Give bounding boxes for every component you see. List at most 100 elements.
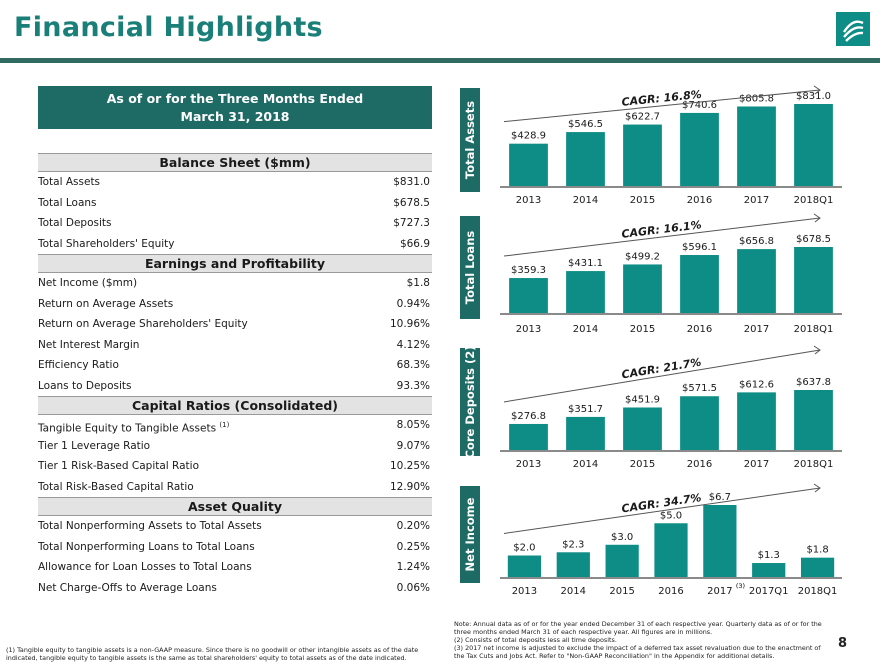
table-row: Return on Average Shareholders' Equity 10… [38,314,432,335]
row-value: $66.9 [399,237,430,250]
tick-label: 2016 [687,324,712,335]
table-header: As of or for the Three Months Ended Marc… [38,86,432,129]
row-label-text: Total Nonperforming Assets to Total Asse… [38,520,262,532]
data-label: $359.3 [511,265,546,276]
row-value: 0.20% [396,520,430,532]
data-label: $1.8 [806,545,828,556]
table-row: Net Interest Margin 4.12% [38,335,432,356]
table-header-line2: March 31, 2018 [180,109,290,124]
row-label: Total Risk-Based Capital Ratio [38,477,194,498]
tick-footnote-marker: (3) [736,582,745,590]
tick-label: 2016 [658,586,683,597]
tick-label: 2018Q1 [794,324,834,335]
row-value: $831.0 [393,176,430,188]
table-header-line1: As of or for the Three Months Ended [106,91,364,106]
data-label: $3.0 [611,532,633,543]
tick-label: 2013 [516,195,541,206]
footnote-3: (3) 2017 net income is adjusted to exclu… [454,644,821,660]
data-label: $428.9 [511,131,546,142]
row-label-text: Total Shareholders' Equity [38,237,175,250]
table-row: Net Income ($mm) $1.8 [38,273,432,294]
table-row: Tier 1 Leverage Ratio 9.07% [38,436,432,457]
cagr-arrowhead [813,213,821,223]
table-row: Allowance for Loan Losses to Total Loans… [38,557,432,578]
cagr-arrow [503,217,821,257]
panel-label-bar [460,216,480,319]
tick-label: 2014 [573,324,598,335]
tick-label: 2018Q1 [794,195,834,206]
bar [703,505,737,577]
row-value: 12.90% [389,480,430,493]
highlights-table: As of or for the Three Months Ended Marc… [38,86,432,598]
bar [507,555,542,577]
footnote-block-right: Note: Annual data as of or for the year … [454,620,829,660]
row-label-text: Tangible Equity to Tangible Assets [38,422,217,435]
tick-label: 2013 [516,459,541,470]
section-title: Capital Ratios (Consolidated) [38,396,432,415]
tick-label: 2015 [630,195,655,206]
table-row: Tangible Equity to Tangible Assets (1) 8.… [38,415,432,436]
tick-label: 2015 [630,324,655,335]
bar [623,264,662,313]
section-title: Asset Quality [38,497,432,516]
tick-label: 2015 [630,459,655,470]
bar [680,396,719,450]
tick-label: 2013 [512,586,537,597]
page-number: 8 [838,636,848,651]
row-label-text: Total Deposits [38,217,112,229]
tick-label: 2017 [707,586,732,597]
bar [752,563,786,577]
row-label-text: Net Income ($mm) [38,277,138,289]
bar [556,552,590,577]
bar [623,124,662,186]
section-title: Balance Sheet ($mm) [38,153,432,172]
bar [794,390,833,450]
row-label-text: Allowance for Loan Losses to Total Loans [38,561,252,573]
row-value: $1.8 [406,277,430,289]
table-row: Loans to Deposits 93.3% [38,376,432,397]
row-value: $727.3 [393,217,430,229]
data-label: $2.3 [562,539,584,550]
y-axis-label: Core Deposits (2) [463,346,477,459]
tick-label: 2014 [561,586,586,597]
row-label: Loans to Deposits [38,376,131,397]
data-label: $656.8 [739,236,774,247]
data-label: $351.7 [568,404,603,415]
table-row: Net Charge-Offs to Average Loans 0.06% [38,578,432,599]
bar [800,557,835,577]
table-row: Tier 1 Risk-Based Capital Ratio 10.25% [38,456,432,477]
tick-label: 2017 [744,324,769,335]
tick-label: 2018Q1 [798,586,838,597]
table-row: Return on Average Assets 0.94% [38,294,432,315]
y-axis-label: Total Assets [463,101,477,179]
y-axis-label: Net Income [463,497,477,571]
table-row: Total Deposits $727.3 [38,213,432,234]
data-label: $276.8 [511,411,546,422]
row-label: Net Charge-Offs to Average Loans [38,578,217,599]
row-label: Total Nonperforming Assets to Total Asse… [38,516,262,537]
data-label: $831.0 [796,91,831,102]
bar [509,423,548,450]
data-label: $1.3 [758,550,780,561]
data-label: $805.8 [739,93,774,104]
row-label: Tier 1 Leverage Ratio [38,436,150,457]
row-label: Tangible Equity to Tangible Assets (1) [38,415,229,436]
row-label-text: Net Interest Margin [38,338,140,351]
row-label-text: Total Risk-Based Capital Ratio [38,480,194,493]
row-label: Net Interest Margin [38,335,139,356]
data-label: $546.5 [568,119,603,130]
bar [794,104,833,186]
data-label: $622.7 [625,112,660,123]
table-row: Efficiency Ratio 68.3% [38,355,432,376]
table-row: Total Nonperforming Loans to Total Loans… [38,537,432,558]
panel-label-bar [460,348,480,456]
row-label: Total Deposits [38,213,111,234]
row-label: Tier 1 Risk-Based Capital Ratio [38,456,199,477]
bar [566,132,605,186]
row-value: 93.3% [396,379,430,392]
row-value: 1.24% [396,561,430,573]
tick-label: 2016 [687,459,712,470]
data-label: $740.6 [682,100,717,111]
data-label: $499.2 [625,251,660,262]
